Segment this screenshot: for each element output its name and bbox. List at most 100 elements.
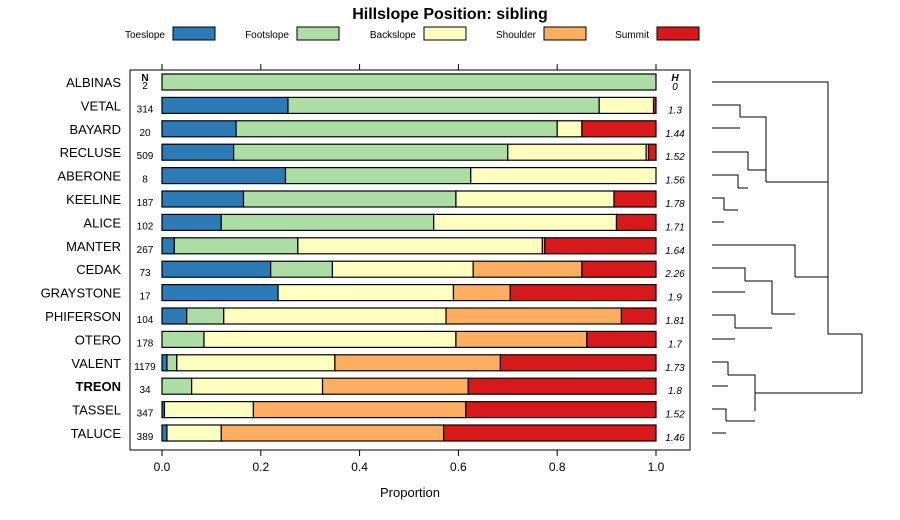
h-value-label: 1.46 [665, 433, 685, 444]
bar-segment [467, 377, 657, 395]
bar-segment [472, 260, 583, 278]
plot-frame [129, 69, 691, 451]
h-header: H [671, 73, 679, 84]
x-tick-label: 0.6 [450, 460, 467, 474]
bar-segment [620, 307, 657, 325]
bar-segment [203, 330, 457, 348]
n-count-label: 73 [139, 268, 151, 279]
bar-segment [161, 143, 235, 161]
bar-segment [445, 307, 623, 325]
dendrogram-link [712, 104, 741, 117]
h-value-label: 1.64 [665, 246, 685, 257]
bar-segment [544, 237, 657, 255]
bar-segment [586, 330, 657, 348]
bar-segment [647, 143, 657, 161]
bar-segment [455, 190, 615, 208]
soil-name-label: ABERONE [57, 169, 121, 184]
bar-segment [161, 73, 657, 91]
dendrogram-link [712, 361, 729, 375]
x-tick-label: 1.0 [648, 460, 665, 474]
n-count-label: 509 [137, 151, 154, 162]
dendrogram-link [712, 81, 829, 115]
x-axis-title: Proportion [380, 485, 440, 500]
soil-name-label: TALUCE [71, 426, 122, 441]
soil-name-label: VETAL [81, 98, 121, 113]
h-value-label: 1.44 [665, 129, 685, 140]
n-header: N [141, 73, 148, 84]
dendrogram-link [745, 280, 773, 314]
bar-segment [220, 213, 435, 231]
dendrogram-link [728, 374, 756, 411]
soil-name-label: RECLUSE [60, 145, 122, 160]
bar-segment [161, 377, 193, 395]
bar-segment [163, 401, 254, 419]
bar-segment [161, 167, 287, 185]
bar-segment [455, 330, 588, 348]
bar-segment [433, 213, 618, 231]
bar-segment [161, 237, 175, 255]
bar-segment [321, 377, 469, 395]
bar-segment [470, 167, 657, 185]
legend: Toeslope Footslope Backslope Shoulder Summit [125, 26, 700, 41]
h-value-label: 2.26 [664, 269, 685, 280]
h-value-label: 1.7 [668, 339, 682, 350]
n-count-label: 1179 [134, 362, 156, 373]
dendrogram-link [712, 408, 727, 421]
dendrogram-link [827, 115, 862, 335]
legend-swatch [423, 26, 467, 41]
h-value-label: 1.78 [665, 199, 685, 210]
bar-segment [161, 354, 168, 372]
chart-title: Hillslope Position: sibling [352, 6, 548, 23]
soil-name-label: BAYARD [69, 122, 121, 137]
x-tick-label: 0.0 [154, 460, 171, 474]
legend-label: Toeslope [125, 30, 165, 41]
soil-name-label: TASSEL [72, 403, 121, 418]
x-axis: 0.0 0.2 0.4 0.6 0.8 1.0 [154, 64, 665, 474]
n-count-label: 314 [137, 104, 154, 115]
bar-segment [331, 260, 474, 278]
legend-swatch [296, 26, 340, 41]
soil-name-label: OTERO [75, 332, 121, 347]
soil-name-label: CEDAK [76, 262, 121, 277]
bar-segment [615, 213, 657, 231]
n-count-label: 34 [139, 385, 151, 396]
x-tick-label: 0.8 [549, 460, 566, 474]
bar-segment [166, 354, 178, 372]
bar-segment [465, 401, 657, 419]
bar-segment [277, 284, 455, 302]
bar-segment [161, 330, 205, 348]
bar-segment [581, 260, 657, 278]
x-tick-label: 0.4 [351, 460, 368, 474]
n-count-label: 104 [137, 315, 154, 326]
bar-segment [161, 424, 168, 442]
bar-segment [186, 307, 225, 325]
dendrogram-link [712, 314, 736, 328]
bar-segment [161, 190, 245, 208]
bar-segment [442, 424, 657, 442]
n-count-label: 20 [139, 128, 151, 139]
bar-segment [613, 190, 657, 208]
n-count-label: 2 [142, 81, 148, 92]
bar-segment [223, 307, 447, 325]
bar-segment [161, 307, 188, 325]
h-value-label: 1.52 [665, 152, 685, 163]
soil-name-label: GRAYSTONE [41, 286, 122, 301]
bars [161, 73, 657, 442]
h-value-label: 1.8 [668, 386, 682, 397]
bar-segment [233, 143, 509, 161]
h-value-label: 1.71 [665, 222, 684, 233]
bar-segment [161, 284, 279, 302]
n-count-label: 8 [142, 175, 148, 186]
bar-segment [270, 260, 334, 278]
h-value-label: 1.73 [665, 363, 685, 374]
legend-swatch [656, 26, 700, 41]
soil-name-label: MANTER [66, 239, 121, 254]
n-count-label: 17 [139, 292, 151, 303]
bar-segment [176, 354, 336, 372]
h-value-label: 0 [672, 82, 678, 93]
bar-segment [166, 424, 222, 442]
legend-label: Summit [615, 30, 649, 41]
legend-swatch [543, 26, 587, 41]
legend-swatch [172, 26, 216, 41]
